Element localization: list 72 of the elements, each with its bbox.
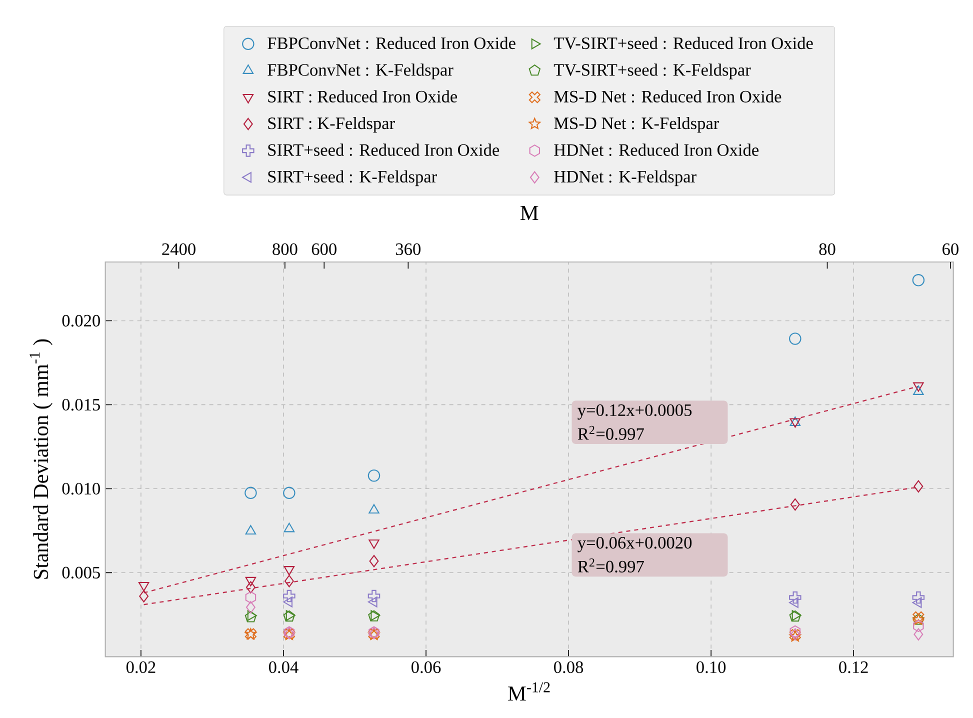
point — [914, 480, 924, 493]
point — [245, 591, 256, 604]
point — [368, 590, 380, 602]
annotation: y=0.06x+0.0020 — [578, 536, 692, 552]
legend-label: SIRT+seed : Reduced Iron Oxide — [268, 144, 500, 156]
x-axis-title: M$^{-1/2}$ — [508, 682, 550, 701]
text: 2400 — [162, 243, 196, 256]
point — [790, 625, 801, 638]
x-tick-label: 0.06 — [412, 661, 441, 674]
x-tick-label: 0.02 — [126, 661, 156, 674]
legend-label: SIRT : Reduced Iron Oxide — [268, 90, 458, 103]
point — [912, 274, 925, 286]
point — [283, 590, 296, 602]
point — [284, 522, 295, 532]
point — [244, 486, 257, 500]
text: 360 — [396, 243, 421, 256]
point — [792, 610, 802, 621]
point — [914, 628, 924, 640]
legend-label: TV-SIRT+seed : K-Feldspar — [554, 64, 751, 80]
legend-label: FBPConvNet : K-Feldspar — [268, 64, 454, 80]
point — [244, 611, 257, 622]
point — [368, 539, 380, 549]
text: 600 — [312, 243, 336, 256]
point — [286, 610, 296, 621]
annotation: y=0.12x+0.0005 — [578, 404, 692, 420]
point — [369, 554, 379, 568]
legend-label: MS-D Net : K-Feldspar — [554, 116, 720, 133]
point — [368, 610, 380, 622]
x-tick-label: 0.08 — [554, 661, 584, 674]
point — [789, 591, 802, 604]
annotation: R$^{2}$=0.997 — [578, 558, 644, 573]
point — [913, 382, 924, 392]
point — [368, 504, 380, 514]
legend-label: SIRT+seed : K-Feldspar — [268, 170, 437, 186]
y-tick-label: 0.005 — [62, 566, 100, 579]
x-tick-label: 0.04 — [268, 661, 298, 674]
point — [368, 469, 380, 482]
point — [283, 610, 296, 622]
y-tick-label: 0.015 — [62, 398, 100, 411]
point — [245, 576, 256, 586]
text: 80 — [819, 243, 836, 256]
point — [912, 597, 922, 608]
x-tick-label: 0.12 — [839, 661, 868, 674]
text: 60 — [942, 243, 958, 256]
point — [912, 591, 925, 604]
text: 800 — [272, 243, 298, 256]
point — [790, 498, 800, 511]
legend-label: FBPConvNet : Reduced Iron Oxide — [268, 36, 516, 50]
point — [245, 525, 256, 535]
point — [246, 581, 256, 594]
x-tick-label: 0.10 — [696, 661, 726, 674]
point — [370, 610, 380, 621]
point — [283, 596, 293, 608]
y-tick-label: 0.020 — [62, 314, 100, 327]
point — [913, 620, 924, 632]
y-axis-title: Standard Deviation ( mm$^{-1}$ ) — [30, 339, 52, 579]
legend-label: HDNet : Reduced Iron Oxide — [554, 144, 759, 156]
legend-label: HDNet : K-Feldspar — [554, 170, 696, 186]
annotation: R$^{2}$=0.997 — [578, 426, 644, 440]
point — [247, 610, 257, 621]
point — [789, 332, 802, 345]
y-tick-label: 0.010 — [62, 482, 100, 495]
point — [913, 386, 924, 395]
point — [283, 486, 296, 500]
legend-label: MS-D Net : Reduced Iron Oxide — [554, 90, 782, 103]
legend-label: TV-SIRT+seed : Reduced Iron Oxide — [554, 36, 813, 50]
point — [246, 601, 256, 614]
point — [912, 611, 924, 623]
point — [789, 610, 802, 622]
legend-label: SIRT : K-Feldspar — [268, 116, 395, 133]
x2-axis-title: M — [520, 206, 538, 220]
point — [789, 597, 798, 608]
